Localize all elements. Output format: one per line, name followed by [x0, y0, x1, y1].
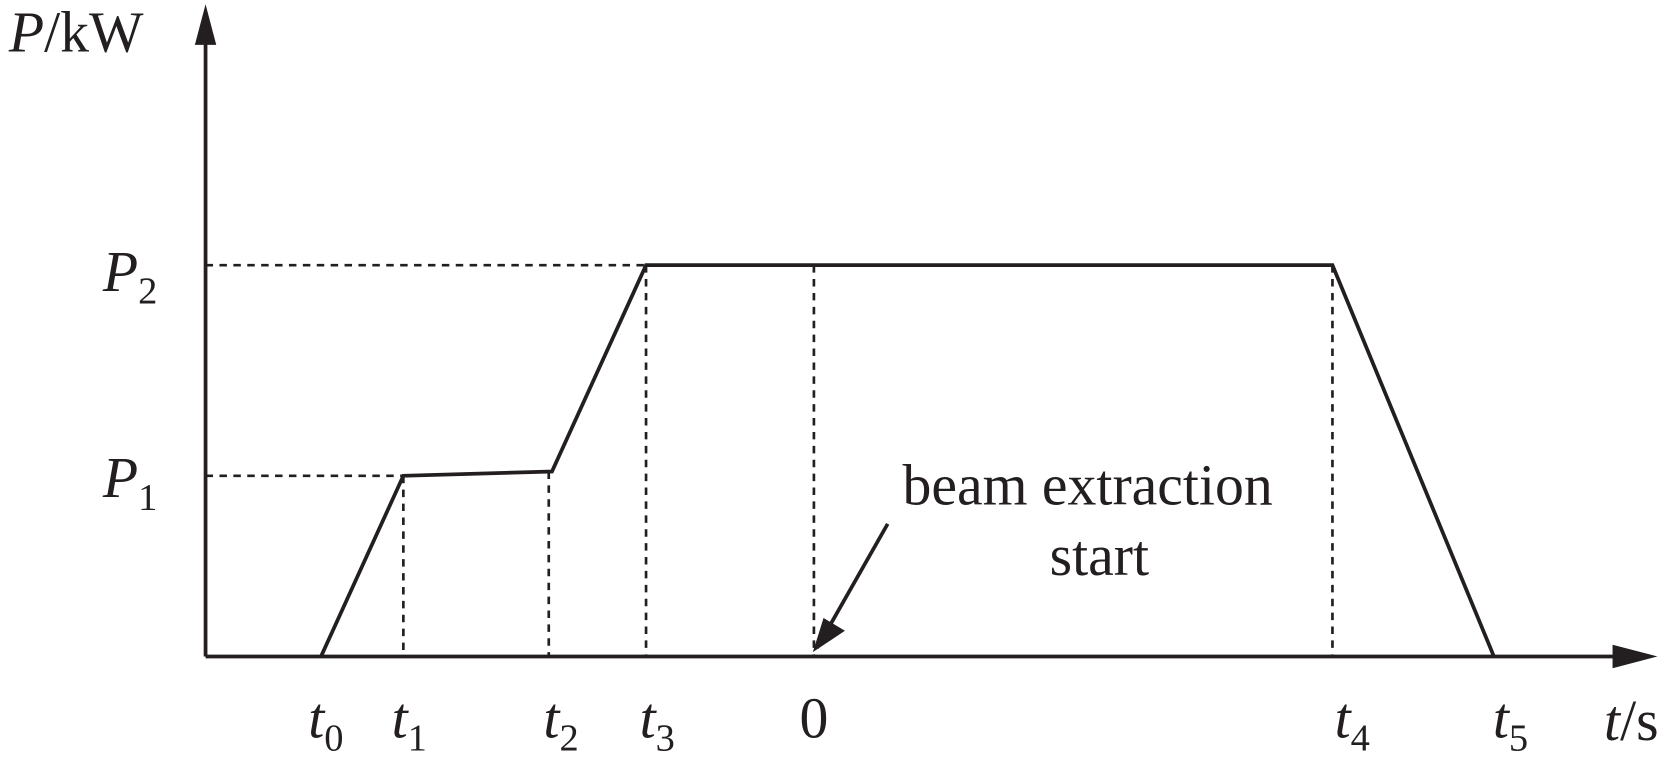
- symbol: t: [640, 688, 658, 751]
- subscript: 2: [138, 271, 157, 313]
- annotation-text: beam extraction: [903, 455, 1273, 518]
- time-label: t5: [1493, 688, 1528, 760]
- unit: /s: [1620, 690, 1659, 753]
- symbol: t: [392, 688, 410, 751]
- subscript: 1: [138, 477, 157, 519]
- time-label: t2: [543, 688, 578, 760]
- guides: [205, 263, 1334, 657]
- symbol: t: [543, 688, 561, 751]
- time-label: t3: [640, 688, 675, 760]
- subscript: 3: [656, 718, 675, 760]
- symbol: t: [1604, 690, 1622, 753]
- symbol: t: [1335, 688, 1353, 751]
- subscript: 0: [324, 718, 343, 760]
- unit: /kW: [44, 1, 144, 64]
- x-axis-arrow: [1612, 644, 1658, 669]
- y-axis-label: P/kW: [8, 1, 144, 64]
- time-label: 0: [799, 688, 828, 751]
- subscript: 5: [1509, 718, 1528, 760]
- subscript: 1: [408, 718, 427, 760]
- symbol: P: [8, 1, 44, 64]
- subscript: 2: [559, 718, 578, 760]
- x-axis-label: t/s: [1604, 690, 1659, 753]
- time-label: t4: [1335, 688, 1370, 760]
- symbol: t: [308, 688, 326, 751]
- time-label: t0: [308, 688, 343, 760]
- subscript: 4: [1351, 718, 1370, 760]
- annotation-text: start: [1050, 525, 1149, 588]
- level-label: P2: [102, 241, 157, 313]
- level-label: P1: [102, 447, 157, 519]
- power-profile: [319, 263, 1496, 658]
- symbol: P: [102, 241, 138, 304]
- annotation-arrowhead: [812, 617, 845, 653]
- time-label: t1: [392, 688, 427, 760]
- symbol: P: [102, 447, 138, 510]
- symbol: t: [1493, 688, 1511, 751]
- y-axis-arrow: [194, 4, 217, 45]
